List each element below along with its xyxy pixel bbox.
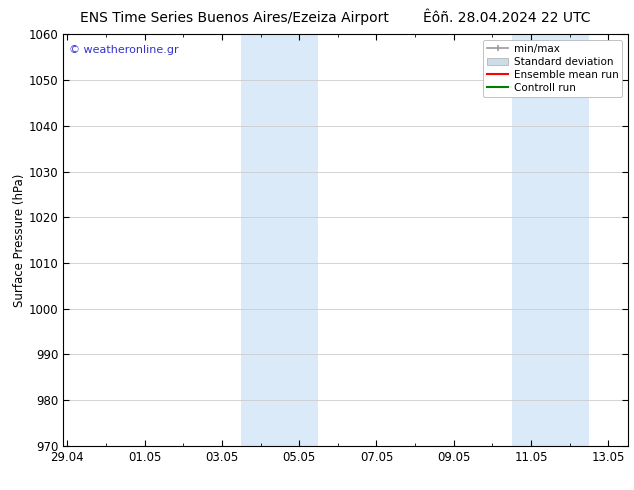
Bar <box>241 34 280 446</box>
Bar <box>550 34 589 446</box>
Bar <box>512 34 550 446</box>
Text: Êôñ. 28.04.2024 22 UTC: Êôñ. 28.04.2024 22 UTC <box>424 11 591 25</box>
Legend: min/max, Standard deviation, Ensemble mean run, Controll run: min/max, Standard deviation, Ensemble me… <box>483 40 623 97</box>
Text: © weatheronline.gr: © weatheronline.gr <box>69 45 179 54</box>
Text: ENS Time Series Buenos Aires/Ezeiza Airport: ENS Time Series Buenos Aires/Ezeiza Airp… <box>80 11 389 25</box>
Y-axis label: Surface Pressure (hPa): Surface Pressure (hPa) <box>13 173 26 307</box>
Bar <box>280 34 318 446</box>
